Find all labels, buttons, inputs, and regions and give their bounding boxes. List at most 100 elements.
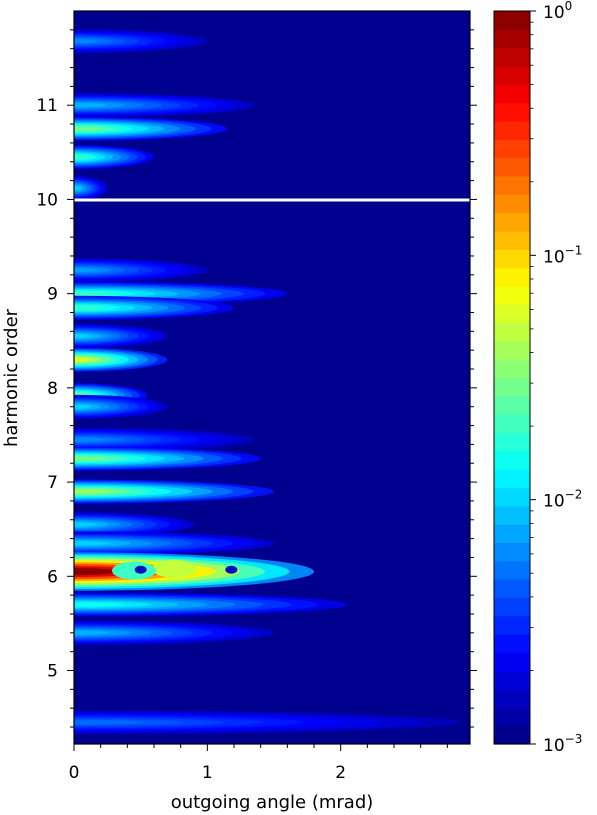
heat-hotspot [152, 559, 196, 578]
colorbar-band [494, 634, 530, 653]
colorbar-band [494, 212, 530, 232]
heat-feature [74, 446, 261, 471]
colorbar-band [494, 359, 530, 379]
colorbar-band [494, 267, 530, 287]
heat-feature [74, 281, 288, 306]
heat-contour [74, 333, 92, 339]
heat-contour [74, 154, 89, 160]
colorbar-band [494, 707, 530, 727]
heat-contour [74, 437, 107, 442]
colorbar-band [494, 65, 530, 85]
heat-contour [74, 720, 145, 725]
heat-feature [74, 258, 208, 283]
colorbar-band [494, 29, 530, 49]
heat-contour [74, 541, 111, 546]
heat-feature [74, 620, 274, 645]
colorbar-tick-label: 10−3 [543, 732, 582, 756]
heat-feature [74, 145, 154, 170]
heat-feature [74, 427, 254, 452]
y-tick-label: 8 [47, 379, 58, 399]
heatmap-layer [74, 29, 461, 735]
colorbar-band [494, 285, 530, 305]
heat-contour [74, 568, 118, 576]
heat-contour [74, 404, 92, 409]
plot-frame [73, 10, 471, 745]
colorbar-band [494, 395, 530, 415]
heat-contour [74, 126, 102, 131]
colorbar-band [494, 450, 530, 470]
x-tick-label: 2 [335, 763, 346, 783]
colorbar-band [494, 524, 530, 544]
heat-feature [74, 394, 168, 419]
colorbar-band [494, 84, 530, 104]
heat-feature [74, 93, 254, 118]
y-tick-label: 9 [47, 285, 58, 305]
colorbar-band [494, 725, 530, 745]
heat-feature [74, 176, 108, 201]
colorbar-band [494, 377, 530, 397]
colorbar-band [494, 11, 530, 30]
heat-feature [74, 347, 168, 372]
x-tick-label: 1 [202, 763, 213, 783]
colorbar-band [494, 505, 530, 525]
colorbar-band [494, 432, 530, 452]
colorbar-frame [493, 10, 531, 745]
colorbar-band [494, 597, 530, 617]
colorbar-band [494, 469, 530, 489]
heat-contour [74, 305, 104, 310]
heat-contour [74, 522, 96, 527]
heat-contour [74, 489, 111, 494]
x-axis-label: outgoing angle (mrad) [171, 792, 374, 813]
colorbar-band [494, 157, 530, 177]
colorbar-band [494, 102, 530, 122]
heat-contour [74, 38, 99, 44]
heat-feature [74, 116, 228, 141]
y-tick-label: 10 [36, 190, 58, 210]
colorbar-band [494, 120, 530, 140]
y-tick-label: 11 [36, 96, 58, 116]
heat-contour [74, 602, 124, 607]
heat-hotspot [112, 561, 156, 580]
colorbar-band [494, 249, 530, 269]
colorbar-band [494, 230, 530, 250]
heat-feature [74, 295, 234, 320]
heat-contour [74, 103, 107, 108]
colorbar-band [494, 139, 530, 159]
colorbar-band [494, 322, 530, 342]
heat-node [134, 565, 147, 574]
x-axis: 0 1 2 outgoing angle (mrad) [69, 744, 448, 813]
heat-feature [74, 592, 348, 617]
colorbar-band [494, 560, 530, 580]
colorbar-tick-label: 10−2 [543, 488, 582, 512]
heat-feature [74, 29, 208, 54]
heat-contour [74, 630, 111, 636]
y-axis-label: harmonic order [1, 308, 22, 447]
colorbar-band [494, 414, 530, 434]
colorbar: 100 10−1 10−2 10−3 [493, 0, 582, 756]
colorbar-band [494, 579, 530, 598]
heat-contour [74, 357, 92, 362]
colorbar-band [494, 487, 530, 507]
x-tick-label: 0 [69, 763, 80, 783]
colorbar-band [494, 340, 530, 360]
y-tick-label: 7 [47, 473, 58, 493]
heat-contour [74, 185, 81, 191]
colorbar-band [494, 175, 530, 195]
colorbar-band [494, 652, 530, 672]
colorbar-band [494, 194, 530, 214]
heat-feature [74, 324, 168, 349]
colorbar-band [494, 47, 530, 67]
colorbar-band [494, 615, 530, 635]
heat-contour [74, 291, 113, 296]
colorbar-band [494, 304, 530, 324]
heat-node [225, 565, 238, 574]
colorbar-band [494, 689, 530, 708]
plot-area [73, 10, 471, 745]
colorbar-band [494, 542, 530, 562]
colorbar-tick-label: 10−1 [543, 243, 582, 267]
y-tick-label: 5 [47, 662, 58, 682]
heat-contour [74, 267, 99, 273]
heat-feature [74, 531, 274, 556]
y-tick-label: 6 [47, 567, 58, 587]
